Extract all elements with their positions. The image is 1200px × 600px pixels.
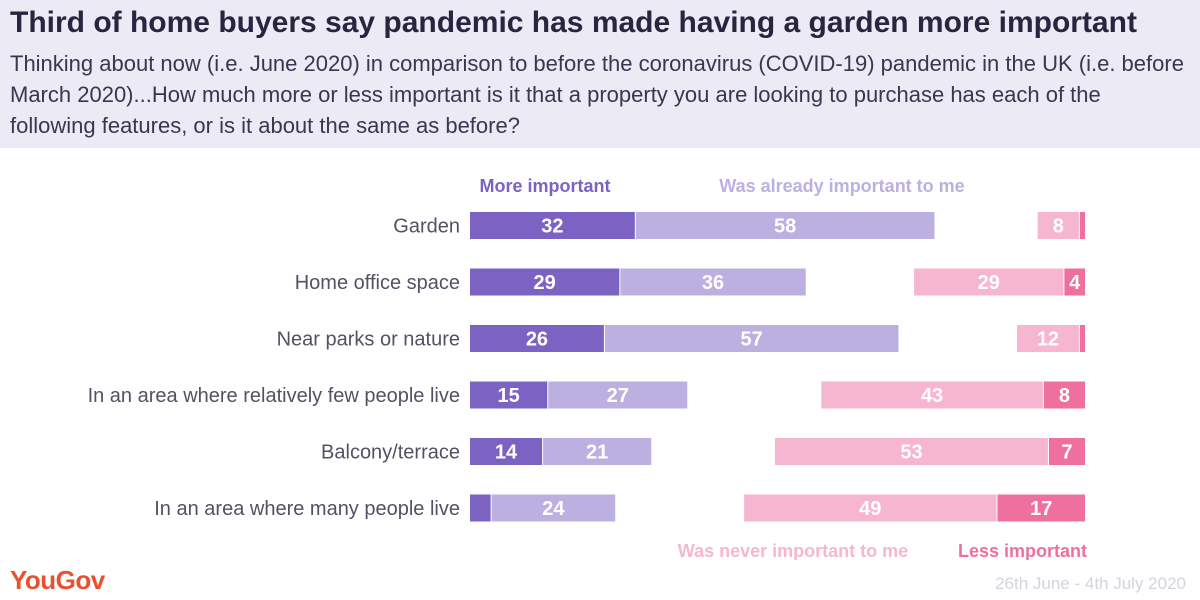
bar-segment-less-important [997, 494, 1085, 522]
bar-segment-never-important [1017, 325, 1079, 352]
bar-segment-more-important [470, 268, 620, 296]
legend-more-important: More important [479, 176, 610, 196]
bar-segment-less-important [1048, 438, 1085, 465]
legend-less-important: Less important [958, 541, 1087, 560]
data-label: 7 [1061, 442, 1072, 464]
bar-segment-never-important [1037, 212, 1079, 239]
category-label: Balcony/terrace [321, 442, 460, 464]
category-label: Garden [393, 216, 460, 238]
bar-segment-already-important [548, 381, 688, 409]
yougov-logo: YouGov [10, 565, 105, 595]
data-label: 29 [978, 272, 1000, 294]
bar-segment-more-important [470, 325, 604, 352]
bar-segment-more-important [470, 494, 491, 522]
bar-segment-already-important [620, 268, 806, 296]
chart-subtitle: Thinking about now (i.e. June 2020) in c… [10, 51, 1184, 138]
bar-segment-never-important [744, 494, 997, 522]
data-label: 27 [607, 385, 629, 407]
data-label: 29 [534, 272, 556, 294]
data-label: 43 [921, 385, 943, 407]
legend-never-important: Was never important to me [678, 541, 908, 560]
data-label: 58 [774, 216, 796, 238]
data-label: 15 [498, 385, 520, 407]
data-label: 4 [1069, 272, 1081, 294]
category-label: In an area where many people live [154, 498, 460, 520]
bar-segment-less-important [1043, 381, 1085, 409]
data-label: 32 [541, 216, 563, 238]
data-label: 21 [586, 442, 608, 464]
bar-segment-more-important [470, 381, 548, 409]
bar-segment-less-important [1064, 268, 1085, 296]
data-label: 14 [495, 442, 518, 464]
data-label: 8 [1053, 216, 1064, 238]
bar-segment-more-important [470, 438, 543, 465]
data-label: 36 [702, 272, 724, 294]
data-label: 49 [859, 498, 881, 520]
bar-segment-already-important [635, 212, 935, 239]
category-label: In an area where relatively few people l… [88, 385, 460, 407]
category-label: Home office space [295, 272, 460, 294]
bar-segment-already-important [543, 438, 652, 465]
bar-segment-never-important [821, 381, 1043, 409]
bar-segment-already-important [491, 494, 616, 522]
bar-segment-less-important [1079, 325, 1085, 352]
chart-title: Third of home buyers say pandemic has ma… [10, 6, 1137, 39]
bar-segment-already-important [604, 325, 899, 352]
data-label: 53 [900, 442, 922, 464]
bar-segment-never-important [775, 438, 1048, 465]
bar-segment-never-important [914, 268, 1064, 296]
data-label: 17 [1030, 498, 1052, 520]
data-label: 12 [1037, 329, 1059, 351]
fieldwork-date-range: 26th June - 4th July 2020 [995, 574, 1186, 593]
diverging-bar-chart: More important Was already important to m… [88, 176, 1087, 560]
category-label: Near parks or nature [277, 329, 460, 351]
bar-segment-more-important [470, 212, 635, 239]
data-label: 8 [1059, 385, 1070, 407]
header-banner: Third of home buyers say pandemic has ma… [0, 0, 1200, 148]
data-label: 24 [542, 498, 565, 520]
data-label: 57 [741, 329, 763, 351]
data-label: 26 [526, 329, 548, 351]
legend-already-important: Was already important to me [719, 176, 964, 196]
bar-segment-less-important [1079, 212, 1085, 239]
